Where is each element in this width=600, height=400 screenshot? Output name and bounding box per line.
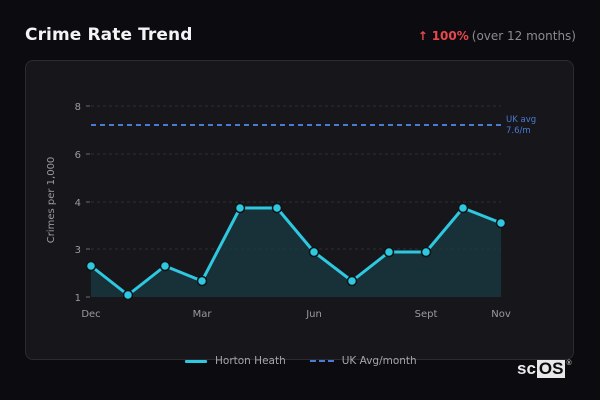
change-percentage: 100% [431,29,469,43]
data-point[interactable] [420,246,432,258]
scos-logo: sc OS ® [517,359,572,379]
data-point[interactable] [271,202,283,214]
series-area-fill [91,208,501,297]
logo-sc: sc [517,359,536,378]
legend-item-horton-heath[interactable]: Horton Heath [185,355,286,367]
y-tick: 4 [75,198,81,209]
data-point[interactable] [122,289,134,301]
gridlines [91,105,501,250]
y-axis-label: Crimes per 1,000 [46,157,57,244]
x-axis-ticks: Dec Mar Jun Sept Nov [81,309,511,320]
x-tick: Sept [415,309,438,320]
reference-annotation-line2: 7.6/m [506,126,531,136]
chart-card [25,60,574,360]
data-point[interactable] [383,246,395,258]
y-tick: 6 [75,150,81,161]
y-axis-ticks: 8 6 4 3 1 [75,102,81,304]
legend-item-uk-avg[interactable]: UK Avg/month [309,355,417,367]
solid-line-swatch-icon [185,359,207,363]
data-point[interactable] [196,275,208,287]
data-point[interactable] [159,260,171,272]
chart-legend: Horton Heath UK Avg/month [185,355,431,367]
data-point[interactable] [85,260,97,272]
arrow-up-icon: ↑ [417,29,428,43]
legend-label: Horton Heath [215,355,286,367]
data-point[interactable] [308,246,320,258]
data-point[interactable] [234,202,246,214]
data-point[interactable] [457,202,469,214]
change-period: (over 12 months) [471,29,576,43]
y-tick: 1 [75,293,81,304]
x-tick: Mar [193,309,213,320]
x-tick: Nov [491,309,511,320]
data-point[interactable] [346,275,358,287]
data-point[interactable] [495,217,507,229]
legend-label: UK Avg/month [341,355,417,367]
horton-heath-series-line [90,206,502,297]
dashed-line-swatch-icon [309,360,334,362]
x-tick: Dec [81,309,100,320]
reference-annotation-line1: UK avg [506,115,536,125]
series-points [85,202,507,301]
x-tick: Jun [305,309,322,320]
trend-change-summary: ↑ 100% (over 12 months) [418,29,576,43]
chart-title: Crime Rate Trend [25,25,193,45]
y-tick: 3 [75,245,81,256]
logo-os: OS [536,359,566,378]
registered-mark-icon: ® [566,360,572,367]
y-tick: 8 [75,102,81,113]
